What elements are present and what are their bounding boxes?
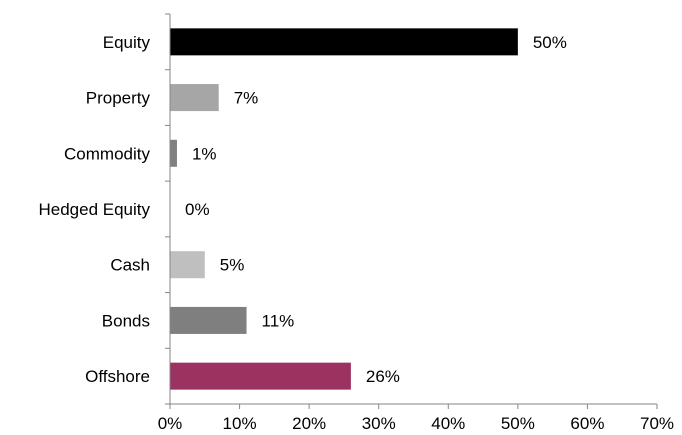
value-label-property: 7% [234, 89, 259, 108]
x-tick-label: 30% [362, 414, 396, 433]
x-tick-label: 50% [501, 414, 535, 433]
value-label-bonds: 11% [262, 311, 295, 330]
x-tick-label: 20% [292, 414, 326, 433]
bar-offshore [170, 362, 351, 390]
category-label-hedged-equity: Hedged Equity [38, 200, 150, 219]
category-label-equity: Equity [103, 33, 151, 52]
y-axis-ticks [165, 13, 170, 405]
category-label-property: Property [86, 89, 151, 108]
bar-cash [170, 251, 205, 279]
category-labels: Equity Property Commodity Hedged Equity Cash… [38, 33, 150, 386]
value-label-commodity: 1% [192, 144, 217, 163]
bar-commodity [170, 139, 177, 167]
value-label-hedged-equity: 0% [185, 200, 210, 219]
value-label-offshore: 26% [366, 367, 400, 386]
value-label-equity: 50% [533, 33, 567, 52]
bar-bonds [170, 306, 247, 334]
value-label-cash: 5% [220, 256, 245, 275]
bar-property [170, 84, 219, 112]
value-labels: 50% 7% 1% 0% 5% 11% 26% [185, 33, 567, 386]
x-tick-label: 70% [640, 414, 674, 433]
x-tick-label: 60% [570, 414, 604, 433]
x-tick-label: 0% [158, 414, 183, 433]
bar-equity [170, 28, 518, 56]
category-label-cash: Cash [110, 256, 150, 275]
x-axis-ticks: 0% 10% 20% 30% 40% 50% 60% 70% [158, 404, 674, 433]
category-label-bonds: Bonds [102, 311, 150, 330]
category-label-commodity: Commodity [64, 144, 150, 163]
x-tick-label: 10% [223, 414, 257, 433]
bars-group [170, 28, 518, 390]
category-label-offshore: Offshore [85, 367, 150, 386]
x-tick-label: 40% [431, 414, 465, 433]
